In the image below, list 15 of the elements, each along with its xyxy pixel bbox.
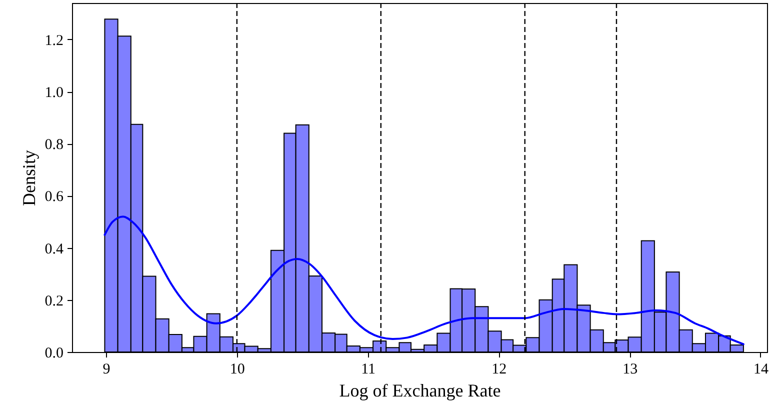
x-tick-label: 11 [361, 362, 376, 378]
y-tick-label: 0.6 [44, 189, 64, 206]
y-tick-label: 0.8 [44, 137, 64, 154]
y-tick-label: 1.2 [44, 32, 64, 49]
x-tick-label: 10 [230, 362, 245, 378]
x-axis-title: Log of Exchange Rate [339, 380, 501, 400]
x-tick-label: 12 [492, 362, 507, 378]
y-tick-label: 0.0 [44, 346, 64, 362]
x-tick-label: 14 [753, 362, 769, 378]
y-tick-label: 0.2 [44, 293, 64, 310]
x-tick-label: 13 [622, 362, 638, 378]
y-tick-label: 1.0 [44, 85, 64, 102]
x-tick-label: 9 [102, 362, 110, 378]
y-tick-label: 0.4 [44, 241, 64, 258]
y-axis-title: Density [18, 150, 39, 206]
